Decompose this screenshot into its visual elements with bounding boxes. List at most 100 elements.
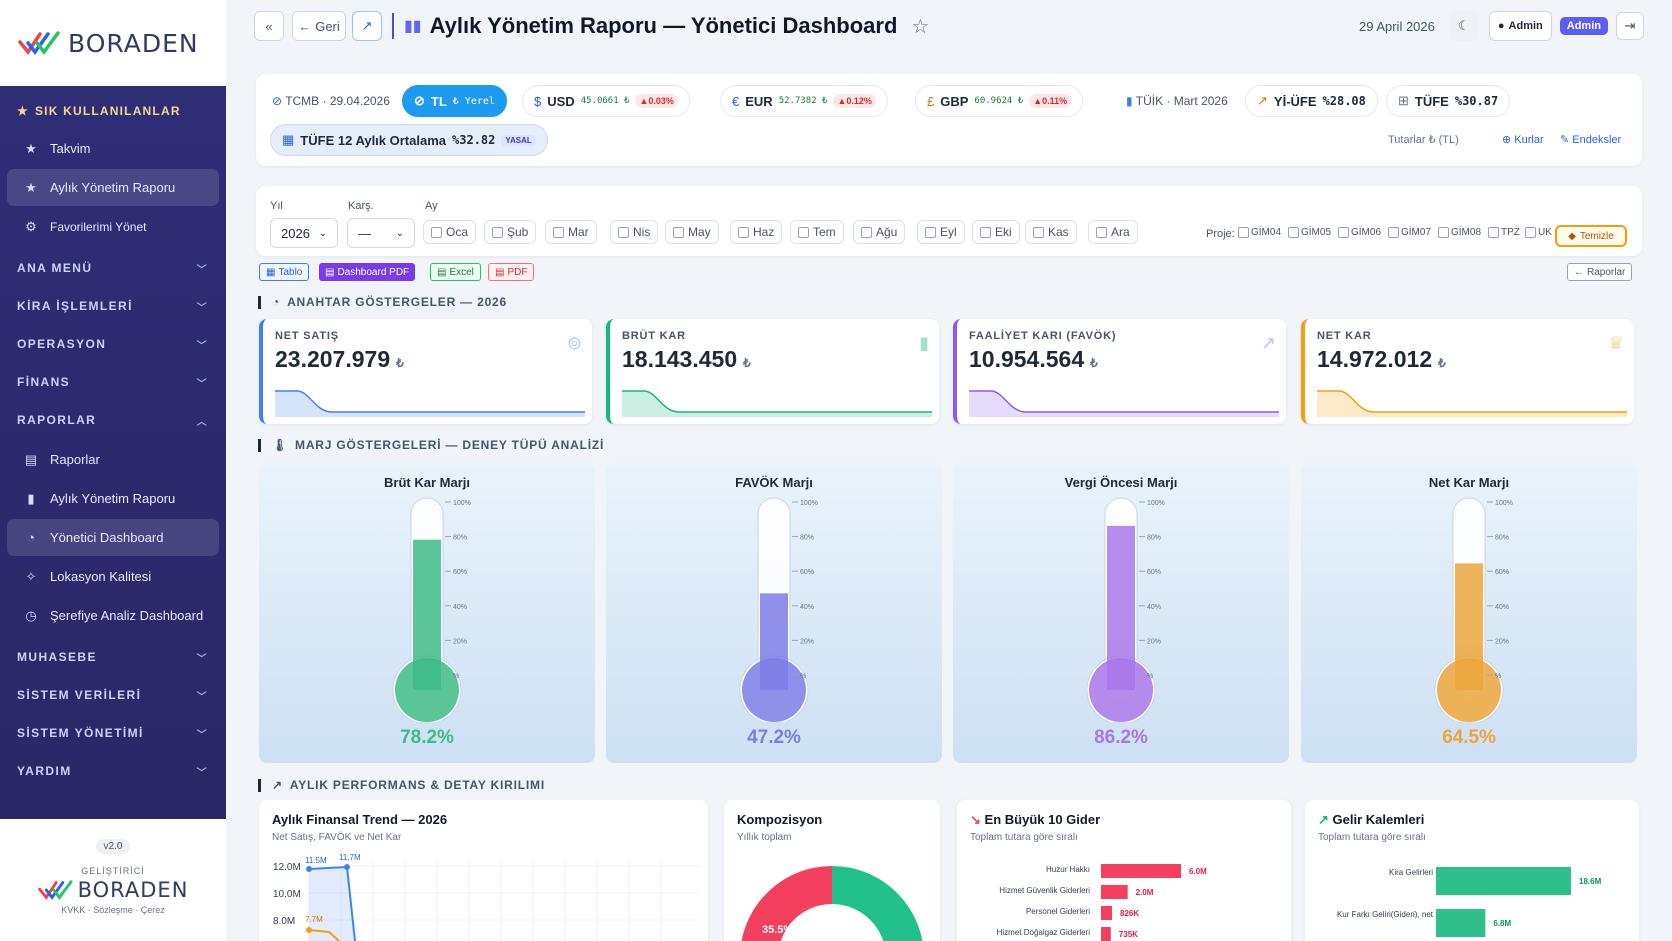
sidebar-item-lokasyon-kalitesi[interactable]: ✧ Lokasyon Kalitesi (7, 558, 219, 595)
sidebar-section-finans[interactable]: FİNANS ﹀ (17, 375, 208, 390)
checkbox-icon (1288, 227, 1299, 238)
month-checkbox-7[interactable]: Tem (790, 220, 844, 244)
chevron-down-icon: ﹀ (196, 767, 208, 779)
excel-export-button[interactable]: ▤ Excel (430, 263, 481, 281)
brand-logo[interactable]: BORADEN (0, 0, 226, 86)
footer-links[interactable]: KVKK · Sözleşme · Çerez (61, 905, 165, 915)
kpi-unit: ₺ (1438, 356, 1446, 370)
footer-brand-name: BORADEN (77, 878, 189, 902)
user-menu[interactable]: ● Admin (1488, 11, 1552, 41)
favorite-star-icon[interactable]: ☆ (911, 15, 930, 38)
scale-label: 80% (1147, 535, 1161, 542)
donut-slice-income (832, 866, 923, 941)
sidebar-item-aylik-yonetim-raporu[interactable]: ▮ Aylık Yönetim Raporu (7, 480, 219, 517)
back-button[interactable]: ← Geri (292, 11, 346, 41)
checkbox-icon (1033, 226, 1044, 238)
month-label: Kas (1048, 225, 1069, 239)
brand-name: BORADEN (68, 28, 199, 58)
scale-label: 100% (800, 500, 818, 507)
thermometer-graphic: 100% 80% 60% 40% 20%% (1434, 497, 1513, 722)
kpi-value-number: 14.972.012 (1317, 346, 1433, 372)
checkbox-icon (673, 226, 684, 238)
tuik-label: ▮ TÜİK · Mart 2026 (1126, 94, 1228, 108)
currency-gbp-pill[interactable]: £ GBP 60.9624 ₺ ▲0.11% (915, 85, 1084, 117)
project-checkbox-gi̇m08[interactable]: GİM08 (1438, 227, 1481, 238)
gear-icon: ⚙ (25, 218, 37, 234)
scale-label: 80% (453, 535, 467, 542)
currency-eur-pill[interactable]: € EUR 52.7382 ₺ ▲0.12% (720, 85, 888, 117)
currency-tl-pill[interactable]: ⊘ TL ₺ Yerel (402, 85, 507, 117)
month-checkbox-11[interactable]: Kas (1025, 220, 1077, 244)
clear-filters-button[interactable]: ◆ Temizle (1555, 225, 1627, 247)
thermometer-percent: 86.2% (1094, 727, 1148, 748)
project-checkbox-gi̇m05[interactable]: GİM05 (1288, 227, 1331, 238)
logout-button[interactable]: ⇥ (1616, 12, 1644, 40)
compare-select[interactable]: — ⌄ (347, 218, 415, 248)
yiufe-pill[interactable]: ↗ Yİ-ÜFE %28.08 (1245, 85, 1378, 117)
bar-category-label: Hizmet Doğalgaz Giderleri (997, 928, 1091, 937)
project-checkbox-gi̇m07[interactable]: GİM07 (1388, 227, 1431, 238)
panel-subtitle: Yıllık toplam (737, 832, 792, 843)
kpi-value-number: 18.143.450 (622, 346, 738, 372)
month-checkbox-9[interactable]: Eyl (917, 220, 965, 244)
open-external-button[interactable]: ↗ (352, 11, 382, 41)
month-checkbox-10[interactable]: Eki (972, 220, 1020, 244)
currency-usd-pill[interactable]: $ USD 45.0661 ₺ ▲0.03% (522, 85, 690, 117)
scale-label: 80% (1495, 535, 1509, 542)
theme-toggle-button[interactable]: ☾ (1448, 11, 1479, 41)
sidebar-item-raporlar[interactable]: ▤ Raporlar (7, 441, 219, 478)
project-checkbox-gi̇m04[interactable]: GİM04 (1238, 227, 1281, 238)
reports-button[interactable]: ← Raporlar (1567, 263, 1633, 281)
kpi-value: 18.143.450 ₺ (622, 346, 751, 373)
sidebar-section-operasyon[interactable]: OPERASYON ﹀ (17, 337, 208, 352)
project-checkbox-gi̇m06[interactable]: GİM06 (1338, 227, 1381, 238)
collapse-sidebar-button[interactable]: « (254, 11, 284, 41)
month-checkbox-3[interactable]: Mar (545, 220, 597, 244)
double-chevron-left-icon: « (265, 18, 273, 34)
data-point (344, 864, 350, 870)
bar-value-label: 826K (1120, 909, 1139, 918)
scale-label: 40% (1495, 604, 1509, 611)
sidebar-item-takvim[interactable]: ★ Takvim (7, 130, 219, 167)
dashboard-pdf-button[interactable]: ▤ Dashboard PDF (319, 263, 416, 281)
sidebar-item-aylik-yonetim-raporu-fav[interactable]: ★ Aylık Yönetim Raporu (7, 169, 219, 206)
month-checkbox-5[interactable]: May (665, 220, 719, 244)
checkbox-icon (738, 226, 749, 238)
sidebar-section-ana-menu[interactable]: ANA MENÜ ﹀ (17, 261, 208, 276)
sidebar-section-kira-islemleri[interactable]: KİRA İŞLEMLERİ ﹀ (17, 299, 208, 314)
thermometer-icon: 🌡 (272, 438, 289, 452)
sidebar-section-raporlar[interactable]: RAPORLAR ︿ (17, 413, 208, 428)
month-checkbox-1[interactable]: Oca (423, 220, 477, 244)
sidebar-section-yardim[interactable]: YARDIM ﹀ (17, 764, 208, 779)
month-checkbox-12[interactable]: Ara (1088, 220, 1138, 244)
sidebar-section-muhasebe[interactable]: MUHASEBE ﹀ (17, 650, 208, 665)
month-label: May (688, 225, 711, 239)
thermometer-bulb (1437, 658, 1501, 722)
sidebar-section-sistem-yonetimi[interactable]: SİSTEM YÖNETİMİ ﹀ (17, 726, 208, 741)
month-checkbox-4[interactable]: Nis (610, 220, 659, 244)
tufe12-pill[interactable]: ▦ TÜFE 12 Aylık Ortalama %32.82 YASAL (270, 124, 548, 156)
sidebar-item-favorilerimi-yonet[interactable]: ⚙ Favorilerimi Yönet (7, 208, 219, 245)
tufe-pill[interactable]: ⊞ TÜFE %30.87 (1386, 85, 1511, 117)
kurlar-link[interactable]: ⊕ Kurlar (1502, 134, 1544, 146)
checkbox-icon (925, 226, 936, 238)
panel-title: ↗ Gelir Kalemleri (1318, 812, 1425, 827)
month-checkbox-2[interactable]: Şub (484, 220, 537, 244)
chevron-down-icon: ﹀ (196, 729, 208, 741)
sidebar-item-yonetici-dashboard[interactable]: ◔ Yönetici Dashboard (7, 519, 219, 556)
sidebar-section-sistem-verileri[interactable]: SİSTEM VERİLERİ ﹀ (17, 688, 208, 703)
endeksler-link[interactable]: ✎ Endeksler (1560, 134, 1622, 146)
sparkline-area (275, 391, 585, 417)
pdf-export-button[interactable]: ▤ PDF (488, 263, 535, 281)
edit-icon: ✎ (1560, 134, 1570, 146)
month-checkbox-8[interactable]: Ağu (853, 220, 906, 244)
table-view-button[interactable]: ▦ Tablo (259, 263, 310, 281)
project-checkbox-tpz[interactable]: TPZ (1488, 227, 1520, 238)
project-checkbox-uk[interactable]: UK (1525, 227, 1552, 238)
sidebar-item-serefiye-analiz[interactable]: ◷ Şerefiye Analiz Dashboard (7, 597, 219, 634)
checkbox-icon (1525, 227, 1536, 238)
month-checkbox-6[interactable]: Haz (730, 220, 783, 244)
year-select[interactable]: 2026 ⌄ (270, 218, 338, 248)
kpi-label: BRÜT KAR (622, 330, 686, 342)
scale-label: 40% (453, 604, 467, 611)
